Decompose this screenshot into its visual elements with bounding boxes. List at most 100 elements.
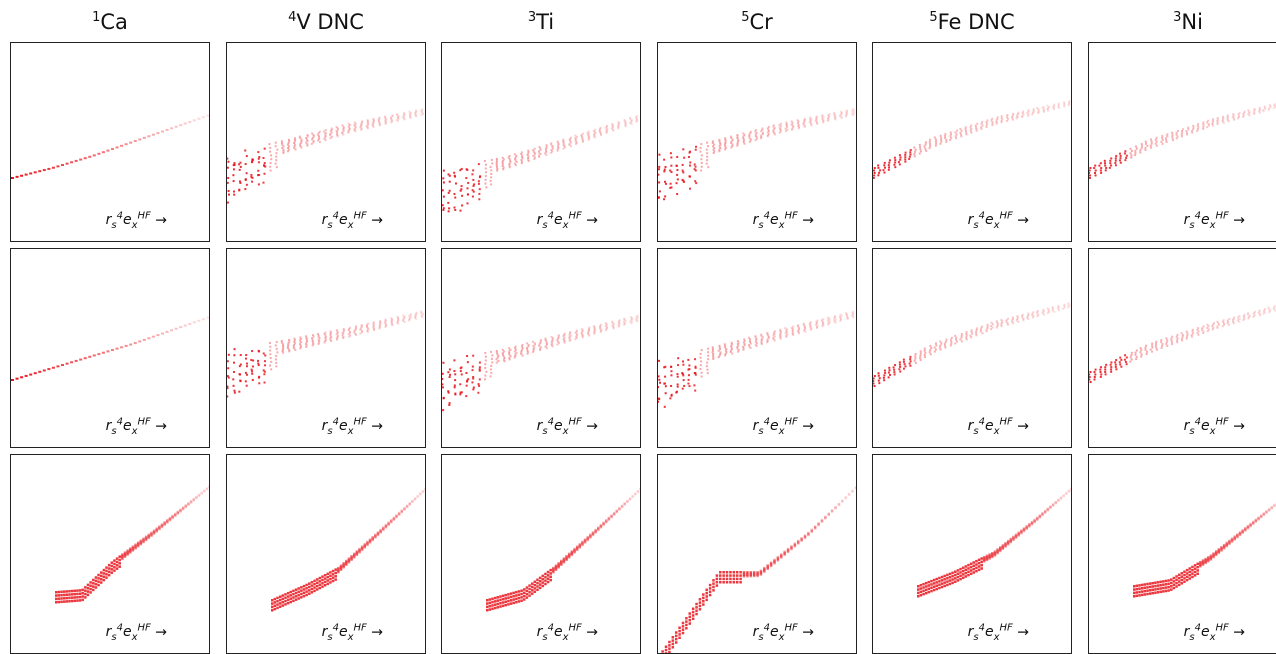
data-point: [366, 544, 369, 547]
data-point: [268, 143, 270, 145]
data-point: [919, 148, 921, 150]
data-point: [105, 566, 108, 569]
data-point: [975, 126, 977, 128]
data-point: [688, 156, 690, 158]
data-point: [442, 386, 444, 388]
data-point: [1120, 359, 1122, 361]
data-point: [736, 581, 739, 584]
data-point: [1124, 152, 1126, 154]
data-point: [76, 599, 79, 602]
data-point: [257, 170, 259, 172]
data-point: [888, 169, 890, 171]
data-point: [549, 579, 552, 582]
data-point: [930, 583, 933, 586]
data-point: [308, 592, 311, 595]
data-point: [1144, 149, 1146, 151]
data-point: [258, 183, 260, 185]
data-point: [71, 590, 74, 593]
data-point: [1154, 581, 1157, 584]
data-point: [1130, 356, 1132, 358]
data-point: [709, 584, 712, 587]
data-point: [316, 582, 319, 585]
data-point: [899, 366, 901, 368]
data-point: [345, 563, 348, 566]
data-point: [888, 166, 890, 168]
data-point: [694, 163, 696, 165]
data-point: [689, 161, 691, 163]
data-point: [954, 570, 957, 573]
data-point: [971, 333, 973, 335]
data-point: [1217, 327, 1219, 329]
data-point: [76, 596, 79, 599]
data-point: [150, 535, 153, 538]
data-point: [459, 169, 461, 171]
data-point: [105, 573, 108, 576]
data-point: [251, 181, 253, 183]
data-point: [531, 592, 534, 595]
data-point: [279, 599, 282, 602]
data-point: [920, 584, 923, 587]
data-point: [102, 352, 105, 354]
data-point: [528, 588, 531, 591]
data-point: [1039, 516, 1042, 519]
data-point: [889, 159, 891, 161]
data-point: [47, 168, 50, 170]
data-point: [520, 593, 523, 596]
data-point: [970, 335, 972, 337]
data-point: [161, 526, 164, 529]
data-point: [707, 348, 709, 350]
data-point: [682, 171, 684, 173]
data-point: [497, 603, 500, 606]
data-point: [726, 574, 729, 577]
data-point: [954, 132, 956, 134]
data-point: [1244, 529, 1247, 532]
data-point: [491, 358, 493, 360]
data-point: [1191, 576, 1194, 579]
data-point: [1196, 569, 1199, 572]
data-point: [327, 573, 330, 576]
data-point: [526, 596, 529, 599]
data-point: [515, 601, 518, 604]
data-point: [60, 591, 63, 594]
x-axis-label: rs4exHF →: [1184, 623, 1245, 643]
data-point: [1181, 339, 1183, 341]
data-point: [528, 591, 531, 594]
data-point: [89, 591, 92, 594]
data-point: [166, 331, 169, 333]
data-point: [933, 582, 936, 585]
data-point: [807, 534, 810, 537]
data-point: [936, 588, 939, 591]
data-point: [695, 149, 697, 151]
data-point: [478, 180, 480, 182]
data-point: [816, 123, 818, 125]
data-point: [722, 578, 725, 581]
data-point: [1161, 345, 1163, 347]
data-point: [767, 135, 769, 137]
data-point: [454, 379, 456, 381]
data-point: [716, 581, 719, 584]
data-point: [244, 188, 246, 190]
data-point: [933, 585, 936, 588]
data-point: [804, 331, 806, 333]
data-point: [79, 596, 82, 599]
data-point: [706, 163, 708, 165]
data-point: [1189, 574, 1192, 577]
data-point: [1135, 145, 1137, 147]
data-point: [89, 581, 92, 584]
data-point: [1160, 141, 1162, 143]
data-point: [1119, 357, 1121, 359]
data-point: [664, 168, 666, 170]
data-point: [1173, 587, 1176, 590]
data-point: [939, 341, 941, 343]
data-point: [705, 595, 708, 598]
data-point: [453, 172, 455, 174]
data-point: [928, 588, 931, 591]
data-point: [962, 577, 965, 580]
data-point: [1006, 120, 1008, 122]
data-point: [342, 337, 344, 339]
data-point: [718, 356, 720, 358]
data-point: [71, 593, 74, 596]
data-point: [1151, 143, 1153, 145]
data-point: [669, 397, 671, 399]
data-point: [956, 130, 958, 132]
